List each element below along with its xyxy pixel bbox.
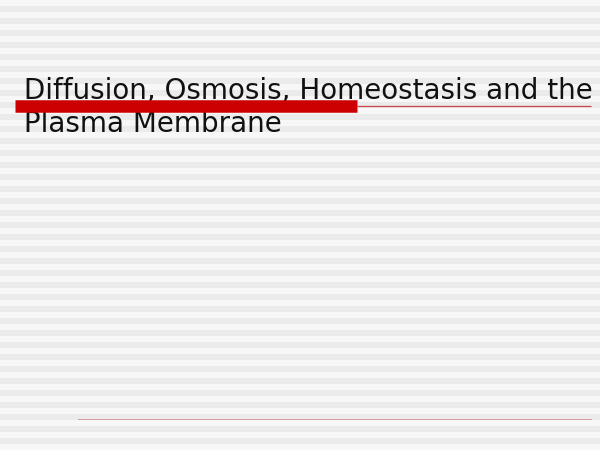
Bar bbox=[0, 48, 600, 54]
Bar bbox=[0, 60, 600, 66]
Bar bbox=[0, 192, 600, 198]
Bar bbox=[0, 276, 600, 282]
Bar bbox=[0, 348, 600, 354]
Bar bbox=[0, 432, 600, 438]
Bar bbox=[0, 132, 600, 138]
Bar bbox=[0, 264, 600, 270]
Bar bbox=[0, 396, 600, 402]
Bar bbox=[0, 336, 600, 342]
Bar bbox=[0, 372, 600, 378]
Text: Diffusion, Osmosis, Homeostasis and the
 Plasma Membrane: Diffusion, Osmosis, Homeostasis and the … bbox=[15, 76, 593, 138]
Bar bbox=[0, 420, 600, 426]
Bar bbox=[0, 216, 600, 222]
Bar bbox=[0, 0, 600, 6]
Bar bbox=[0, 360, 600, 366]
Bar bbox=[0, 156, 600, 162]
Bar bbox=[0, 408, 600, 414]
Bar bbox=[0, 84, 600, 90]
Bar bbox=[0, 324, 600, 330]
Bar bbox=[0, 384, 600, 390]
Bar bbox=[0, 12, 600, 18]
Bar bbox=[0, 444, 600, 450]
Bar bbox=[0, 24, 600, 30]
Bar bbox=[0, 72, 600, 78]
Bar bbox=[0, 144, 600, 150]
Bar bbox=[0, 288, 600, 294]
Bar bbox=[0, 96, 600, 102]
Bar bbox=[0, 240, 600, 246]
Bar bbox=[0, 180, 600, 186]
Bar bbox=[0, 300, 600, 306]
Bar bbox=[0, 312, 600, 318]
Bar bbox=[0, 204, 600, 210]
Bar bbox=[0, 120, 600, 126]
Bar bbox=[0, 168, 600, 174]
Bar bbox=[0, 252, 600, 258]
Bar bbox=[0, 108, 600, 114]
Bar bbox=[0, 36, 600, 42]
Bar bbox=[0, 228, 600, 234]
